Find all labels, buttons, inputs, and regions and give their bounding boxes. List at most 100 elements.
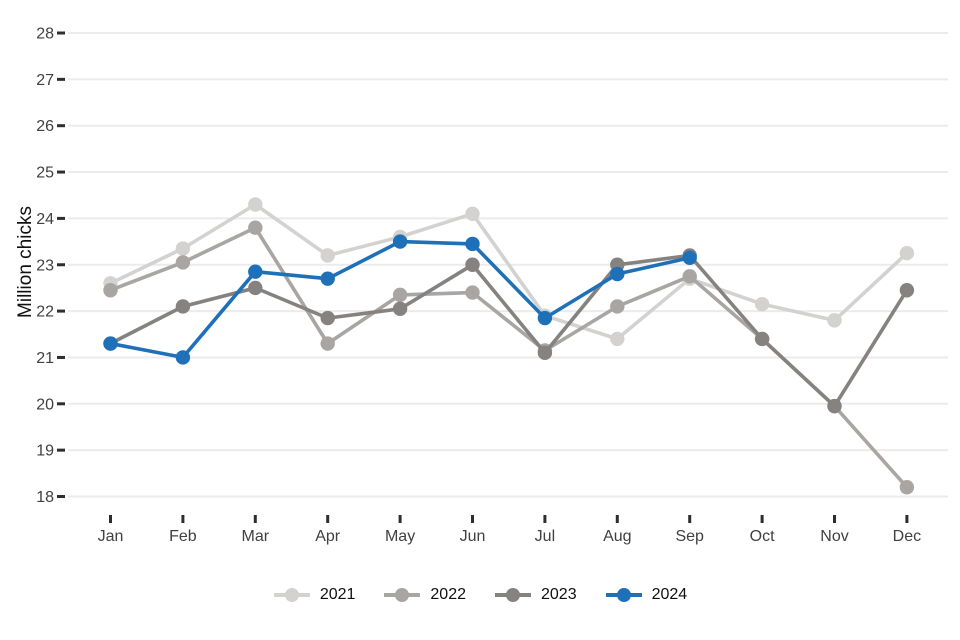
- y-tick-label: 27: [36, 72, 54, 89]
- data-point-2022-Jun: [465, 285, 480, 300]
- chart-canvas: 18 19 20 21 22 23 24 25 26 27 28 Jan Feb Mar Apr May Jun…: [36, 26, 948, 545]
- series-line-2023: [108, 253, 909, 408]
- x-tick-mark: [471, 515, 474, 523]
- x-tick-label: Sep: [675, 528, 704, 545]
- data-point-2024-Jan: [103, 336, 118, 351]
- legend-swatch-2021: [284, 588, 299, 602]
- x-tick-mark: [688, 515, 692, 523]
- x-tick-label: Jul: [535, 528, 555, 545]
- data-point-2024-Feb: [175, 350, 191, 365]
- data-point-2022-Jan: [103, 283, 118, 298]
- data-point-2024-Jun: [465, 236, 480, 252]
- legend-swatch-2023: [506, 588, 520, 602]
- data-point-2022-Dec: [899, 480, 915, 495]
- y-tick-label: 23: [36, 257, 54, 274]
- legend-key-2023: [495, 588, 531, 602]
- y-tick-label: 18: [36, 489, 54, 506]
- data-point-2024-Sep: [682, 250, 697, 265]
- x-tick-mark: [398, 515, 402, 523]
- data-point-2024-Mar: [248, 264, 263, 279]
- data-point-2022-Mar: [248, 220, 263, 235]
- data-point-2023-Jun: [465, 257, 480, 272]
- y-tick-label: 20: [36, 396, 54, 413]
- legend-label-2024: 2024: [651, 586, 688, 603]
- y-tick-mark: [57, 124, 65, 128]
- y-tick-label: 19: [36, 443, 54, 460]
- y-tick-mark: [57, 402, 65, 406]
- x-tick-mark: [615, 515, 619, 523]
- data-point-2023-May: [392, 301, 408, 316]
- data-point-2023-Nov: [827, 398, 842, 414]
- data-point-2024-May: [392, 234, 408, 249]
- x-tick-mark: [760, 515, 764, 523]
- data-point-2022-May: [392, 287, 408, 303]
- y-tick-label: 26: [36, 118, 54, 135]
- y-tick-mark: [57, 170, 65, 174]
- data-point-2023-Apr: [320, 310, 335, 326]
- y-tick-label: 25: [36, 165, 54, 182]
- data-point-2021-Dec: [899, 245, 915, 261]
- x-tick-label: Apr: [315, 528, 341, 545]
- data-point-2023-Dec: [899, 283, 915, 298]
- legend-label-2021: 2021: [319, 586, 356, 603]
- chart-legend: 2021 2022 2023 2024: [0, 585, 960, 605]
- x-tick-label: Nov: [820, 528, 848, 545]
- y-axis-title: Million chicks: [15, 206, 36, 318]
- x-tick-label: Mar: [242, 528, 270, 545]
- x-tick-label: May: [385, 528, 415, 545]
- x-tick-label: Jan: [98, 528, 124, 545]
- x-tick-mark: [905, 515, 909, 523]
- data-point-2021-Mar: [248, 197, 263, 212]
- x-tick-label: Jun: [460, 528, 486, 545]
- data-point-2024-Aug: [610, 266, 625, 282]
- legend-item-2023: 2023: [494, 585, 577, 605]
- x-tick-label: Oct: [750, 528, 775, 545]
- legend-key-2022: [384, 588, 421, 602]
- data-point-2023-Oct: [754, 331, 770, 347]
- series-line-2021: [108, 202, 909, 341]
- data-point-2023-Feb: [175, 299, 191, 314]
- x-tick-label: Aug: [603, 528, 631, 545]
- data-point-2022-Feb: [175, 255, 191, 270]
- y-tick-label: 28: [36, 26, 54, 43]
- legend-swatch-2022: [395, 588, 410, 602]
- data-point-2022-Aug: [610, 299, 625, 314]
- y-tick-mark: [57, 77, 65, 81]
- legend-label-2022: 2022: [430, 586, 466, 603]
- legend-item-2024: 2024: [605, 585, 688, 605]
- y-tick-label: 24: [36, 211, 54, 228]
- legend-key-2024: [605, 588, 642, 602]
- legend-item-2021: 2021: [273, 585, 356, 605]
- data-point-2022-Apr: [320, 336, 335, 351]
- data-point-2021-Jun: [465, 206, 480, 221]
- data-point-2021-Feb: [175, 241, 191, 256]
- y-tick-mark: [57, 309, 65, 313]
- legend-label-2023: 2023: [541, 586, 577, 603]
- x-tick-mark: [543, 515, 547, 523]
- y-tick-mark: [57, 31, 65, 35]
- y-tick-mark: [57, 495, 65, 498]
- y-tick-mark: [57, 263, 65, 267]
- x-tick-label: Dec: [893, 528, 921, 545]
- legend-key-2021: [273, 588, 310, 602]
- x-tick-label: Feb: [169, 528, 197, 545]
- data-point-2024-Jul: [537, 310, 553, 326]
- y-tick-mark: [57, 448, 65, 452]
- data-point-2024-Apr: [320, 271, 335, 286]
- x-tick-mark: [181, 515, 185, 523]
- data-point-2021-Apr: [320, 248, 335, 263]
- x-tick-mark: [326, 515, 330, 523]
- legend-swatch-2024: [616, 588, 631, 602]
- data-point-2023-Mar: [248, 280, 263, 296]
- y-tick-mark: [57, 355, 65, 359]
- x-tick-mark: [833, 515, 836, 523]
- x-tick-mark: [253, 515, 257, 523]
- data-point-2021-Aug: [610, 331, 625, 347]
- x-tick-mark: [109, 515, 112, 523]
- y-tick-label: 22: [36, 304, 54, 321]
- data-point-2022-Sep: [682, 269, 697, 284]
- data-point-2021-Oct: [754, 296, 770, 312]
- y-tick-label: 21: [36, 350, 54, 367]
- y-tick-mark: [57, 216, 65, 220]
